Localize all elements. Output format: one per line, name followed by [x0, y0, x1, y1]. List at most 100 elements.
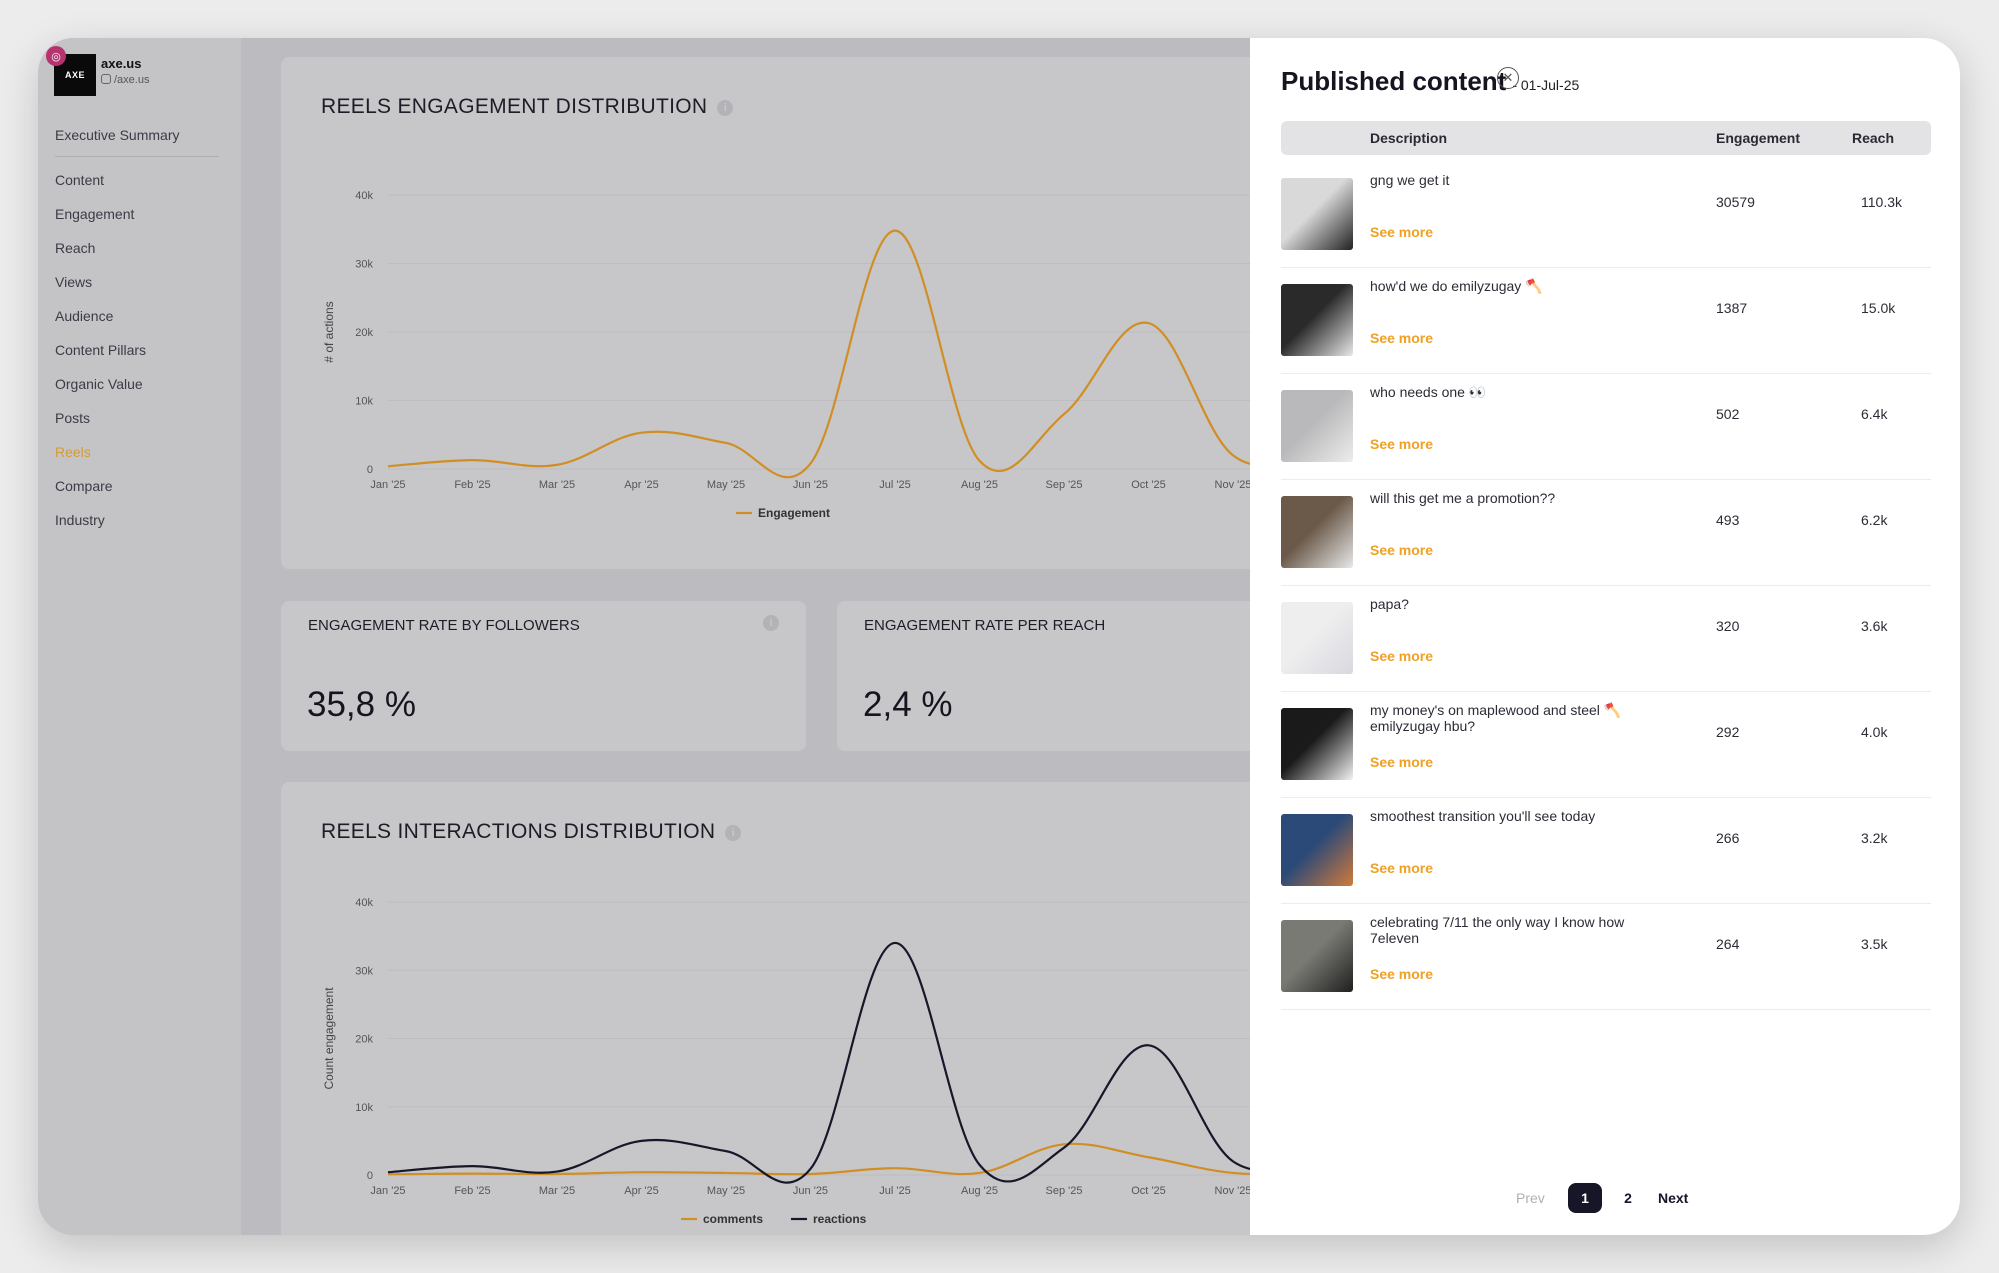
see-more-link[interactable]: See more [1370, 648, 1434, 664]
post-engagement: 502 [1716, 406, 1740, 422]
y-tick-label: 40k [355, 190, 373, 202]
interactions-line-chart: 0 10k 20k 30k 40k Count engagement Jan '25 Feb … [322, 897, 1281, 1226]
post-engagement: 292 [1716, 724, 1740, 740]
x-tick-label: Jan '25 [370, 479, 405, 491]
pagination-page-1[interactable]: 1 [1568, 1183, 1602, 1213]
nav-executive-summary[interactable]: Executive Summary [55, 127, 180, 143]
info-icon[interactable]: i [717, 100, 734, 116]
table-row[interactable]: how'd we do emilyzugay 🪓 See more 1387 15.0… [1281, 268, 1931, 374]
nav-item-reach[interactable]: Reach [55, 240, 96, 256]
table-row[interactable]: will this get me a promotion?? See more 49… [1281, 480, 1931, 586]
post-description: my money's on maplewood and steel 🪓 emil… [1370, 702, 1622, 734]
sidebar: AXE ◎ axe.us /axe.us Executive Summary C… [38, 38, 241, 1235]
table-row[interactable]: papa? See more 320 3.6k [1281, 586, 1931, 692]
y-axis-label: # of actions [322, 301, 336, 362]
y-tick-label: 20k [355, 327, 373, 339]
post-description: how'd we do emilyzugay 🪓 [1370, 278, 1543, 294]
post-description: smoothest transition you'll see today [1370, 808, 1596, 824]
engagement-line-chart: 0 10k 20k 30k 40k # of actions Jan '25 Feb '25 M… [322, 190, 1281, 520]
post-thumbnail[interactable] [1281, 390, 1353, 462]
legend-label[interactable]: reactions [813, 1212, 867, 1226]
x-tick-label: Oct '25 [1131, 479, 1166, 491]
x-tick-label: Apr '25 [624, 479, 659, 491]
x-tick-label: Aug '25 [961, 1185, 998, 1197]
see-more-link[interactable]: See more [1370, 542, 1434, 558]
x-tick-label: Feb '25 [454, 479, 490, 491]
nav-divider [55, 156, 219, 157]
panel-date: - 01-Jul-25 [1512, 77, 1580, 93]
col-description[interactable]: Description [1370, 130, 1448, 146]
x-tick-label: Mar '25 [539, 1185, 575, 1197]
see-more-link[interactable]: See more [1370, 436, 1434, 452]
nav-item-compare[interactable]: Compare [55, 478, 113, 494]
x-tick-label: Apr '25 [624, 1185, 659, 1197]
table-row[interactable]: gng we get it See more 30579 110.3k [1281, 162, 1931, 268]
post-thumbnail[interactable] [1281, 814, 1353, 886]
see-more-link[interactable]: See more [1370, 754, 1434, 770]
nav-item-views[interactable]: Views [55, 274, 93, 290]
post-thumbnail[interactable] [1281, 284, 1353, 356]
app-window: AXE ◎ axe.us /axe.us Executive Summary C… [38, 38, 1960, 1235]
nav-item-reels[interactable]: Reels [55, 444, 91, 460]
close-icon[interactable]: ✕ [1497, 67, 1519, 89]
x-tick-label: Sep '25 [1046, 479, 1083, 491]
table-row[interactable]: celebrating 7/11 the only way I know how… [1281, 904, 1931, 1010]
nav-item-engagement[interactable]: Engagement [55, 206, 135, 222]
engagement-rate-reach-card: ENGAGEMENT RATE PER REACH 2,4 % [837, 601, 1287, 751]
post-thumbnail[interactable] [1281, 178, 1353, 250]
brand-handle-text: /axe.us [114, 74, 150, 86]
post-reach: 3.5k [1861, 936, 1888, 952]
legend-label[interactable]: Engagement [758, 506, 830, 520]
interactions-distribution-card: REELS INTERACTIONS DISTRIBUTION i 0 10k 20k… [281, 782, 1281, 1235]
post-thumbnail[interactable] [1281, 602, 1353, 674]
info-icon[interactable]: i [725, 825, 742, 841]
see-more-link[interactable]: See more [1370, 224, 1434, 240]
nav-item-industry[interactable]: Industry [55, 512, 105, 528]
x-tick-label: Jul '25 [879, 1185, 910, 1197]
table-row[interactable]: who needs one 👀 See more 502 6.4k [1281, 374, 1931, 480]
series-line-reactions[interactable] [387, 941, 1281, 1184]
panel-title: Published content - 01-Jul-25 [1281, 66, 1579, 97]
nav-item-content[interactable]: Content [55, 172, 105, 188]
y-tick-label: 10k [355, 1102, 373, 1114]
x-tick-label: Jan '25 [370, 1185, 405, 1197]
nav-item-organic-value[interactable]: Organic Value [55, 376, 143, 392]
post-description: papa? [1370, 596, 1409, 612]
series-line-engagement[interactable] [387, 229, 1281, 479]
series-line-comments[interactable] [387, 1142, 1281, 1176]
nav-item-audience[interactable]: Audience [55, 308, 114, 324]
y-tick-label: 30k [355, 259, 373, 271]
table-row[interactable]: my money's on maplewood and steel 🪓 emil… [1281, 692, 1931, 798]
brand-header[interactable]: AXE ◎ axe.us /axe.us [46, 46, 234, 98]
col-engagement[interactable]: Engagement [1716, 130, 1801, 146]
x-tick-label: Jun '25 [793, 479, 828, 491]
engagement-rate-followers-card: ENGAGEMENT RATE BY FOLLOWERS i 35,8 % [281, 601, 806, 751]
published-content-panel: Published content - 01-Jul-25 Description… [1250, 38, 1960, 1235]
post-reach: 110.3k [1861, 194, 1902, 210]
nav-item-content-pillars[interactable]: Content Pillars [55, 342, 147, 358]
see-more-link[interactable]: See more [1370, 860, 1434, 876]
post-thumbnail[interactable] [1281, 708, 1353, 780]
see-more-link[interactable]: See more [1370, 330, 1434, 346]
post-thumbnail[interactable] [1281, 496, 1353, 568]
info-icon[interactable]: i [763, 615, 779, 631]
legend-label[interactable]: comments [703, 1212, 763, 1226]
pagination-page-2[interactable]: 2 [1624, 1190, 1632, 1206]
y-axis-label: Count engagement [322, 987, 336, 1090]
col-reach[interactable]: Reach [1852, 130, 1895, 146]
post-engagement: 493 [1716, 512, 1740, 528]
pagination-next[interactable]: Next [1658, 1190, 1689, 1206]
post-reach: 6.4k [1861, 406, 1888, 422]
nav-item-posts[interactable]: Posts [55, 410, 91, 426]
post-thumbnail[interactable] [1281, 920, 1353, 992]
post-description: gng we get it [1370, 172, 1450, 188]
table-row[interactable]: smoothest transition you'll see today See… [1281, 798, 1931, 904]
post-reach: 4.0k [1861, 724, 1888, 740]
see-more-link[interactable]: See more [1370, 966, 1434, 982]
x-tick-label: Nov '25 [1215, 1185, 1252, 1197]
post-reach: 6.2k [1861, 512, 1888, 528]
panel-title-text: Published content [1281, 66, 1507, 96]
x-tick-label: May '25 [707, 1185, 745, 1197]
pagination-prev[interactable]: Prev [1516, 1190, 1545, 1206]
engagement-rate-followers-value: 35,8 % [307, 685, 416, 724]
